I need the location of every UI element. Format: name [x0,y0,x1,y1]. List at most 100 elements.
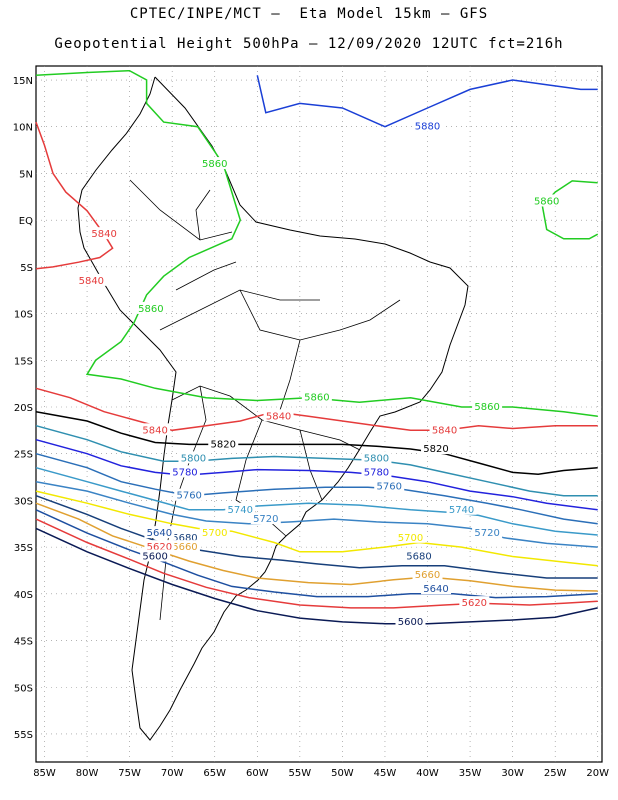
contour-label-bg [140,549,171,562]
contour-label-5680: 5680 [406,551,431,562]
contour-label-5800: 5800 [364,453,389,464]
lat-tick-label: 45S [14,637,33,648]
lon-tick-label: 45W [374,768,397,779]
contour-label-bg [412,568,443,581]
contour-label-5760: 5760 [376,481,401,492]
lat-tick-label: 50S [14,683,33,694]
lon-tick-label: 70W [161,768,184,779]
contour-line-5840 [35,387,598,432]
contour-label-bg [531,194,562,207]
contour-label-5600: 5600 [142,551,167,562]
contour-label-bg [174,488,205,501]
lat-tick-label: 30S [14,496,33,507]
lat-tick-label: EQ [19,216,33,227]
contour-label-5620: 5620 [147,542,172,553]
contour-label-5860: 5860 [474,402,499,413]
lat-tick-label: 10N [13,123,33,134]
contour-label-5780: 5780 [172,467,197,478]
lat-tick-label: 15S [14,356,33,367]
contour-line-5600 [35,527,598,625]
contour-label-5740: 5740 [228,505,253,516]
lon-tick-label: 55W [289,768,312,779]
contour-line-5880 [256,75,598,128]
contour-line-5800 [35,424,598,497]
lat-tick-label: 5S [20,263,33,274]
contour-label-bg [421,442,452,455]
contour-label-bg [429,423,460,436]
contour-label-5660: 5660 [172,542,197,553]
contour-line-5620 [35,518,598,609]
contour-label-5820: 5820 [423,444,448,455]
contour-label-bg [178,451,209,464]
lon-tick-label: 75W [118,768,141,779]
contour-label-bg [404,549,435,562]
contour-label-bg [169,465,200,478]
contour-label-5880: 5880 [415,122,440,133]
contour-label-bg [421,582,452,595]
map-title-line-2: Geopotential Height 500hPa – 12/09/2020 … [54,36,564,52]
contour-label-5680: 5680 [172,533,197,544]
lat-tick-label: 40S [14,590,33,601]
contour-label-bg [140,423,171,436]
contour-line-5780 [35,438,598,511]
contour-label-bg [361,451,392,464]
contour-line-5740 [35,466,598,536]
contour-label-5840: 5840 [79,276,104,287]
contour-label-5840: 5840 [91,229,116,240]
contour-label-5740: 5740 [449,505,474,516]
lat-tick-label: 55S [14,730,33,741]
lat-tick-label: 20S [14,403,33,414]
contour-label-bg [250,512,281,525]
contour-label-5800: 5800 [181,453,206,464]
contour-label-bg [169,530,200,543]
contour-label-bg [135,301,166,314]
lat-tick-label: 10S [14,310,33,321]
contour-label-bg [472,526,503,539]
contour-label-5860: 5860 [138,304,163,315]
contour-line-5760 [35,452,598,525]
contour-label-5720: 5720 [253,514,278,525]
contour-label-5840: 5840 [142,425,167,436]
contour-line-5700 [35,490,598,567]
contour-label-bg [395,530,426,543]
lon-tick-label: 35W [459,768,482,779]
contour-label-bg [446,502,477,515]
contour-label-bg [76,273,107,286]
lon-tick-label: 80W [76,768,99,779]
contour-line-5860 [35,69,598,418]
lat-tick-label: 15N [13,76,33,87]
contour-label-5780: 5780 [364,467,389,478]
lon-tick-label: 20W [586,768,609,779]
contour-label-bg [199,157,230,170]
map-frame [35,65,603,763]
contour-label-5640: 5640 [147,528,172,539]
contour-label-bg [89,227,120,240]
contour-label-5700: 5700 [202,528,227,539]
contour-label-5640: 5640 [423,584,448,595]
lon-tick-label: 65W [203,768,226,779]
contour-label-5860: 5860 [202,159,227,170]
contour-label-5600: 5600 [398,617,423,628]
contour-label-bg [361,465,392,478]
contour-label-bg [225,502,256,515]
contour-label-bg [412,119,443,132]
contour-label-bg [199,526,230,539]
contour-label-5660: 5660 [415,570,440,581]
south-america-coastline [77,76,469,741]
contour-label-5840: 5840 [266,411,291,422]
contour-label-bg [144,540,175,553]
contour-label-bg [208,437,239,450]
contour-label-bg [459,596,490,609]
lon-tick-label: 50W [331,768,354,779]
contour-label-bg [395,614,426,627]
contour-label-5720: 5720 [474,528,499,539]
contour-labels: 5880 5860 5860 5860 5860 5860 5840 5840 5840 5840… [76,119,562,628]
contour-line-5860 [541,180,599,240]
contour-label-5760: 5760 [176,491,201,502]
contour-line-5660 [35,502,598,592]
lat-tick-label: 25S [14,450,33,461]
lat-tick-label: 5N [19,169,33,180]
contour-line-5680 [35,494,598,579]
axis-ticks: 85W 80W 75W 70W 65W 60W 55W 50W 45W 40W 35W 30W 25W 2… [13,76,609,779]
